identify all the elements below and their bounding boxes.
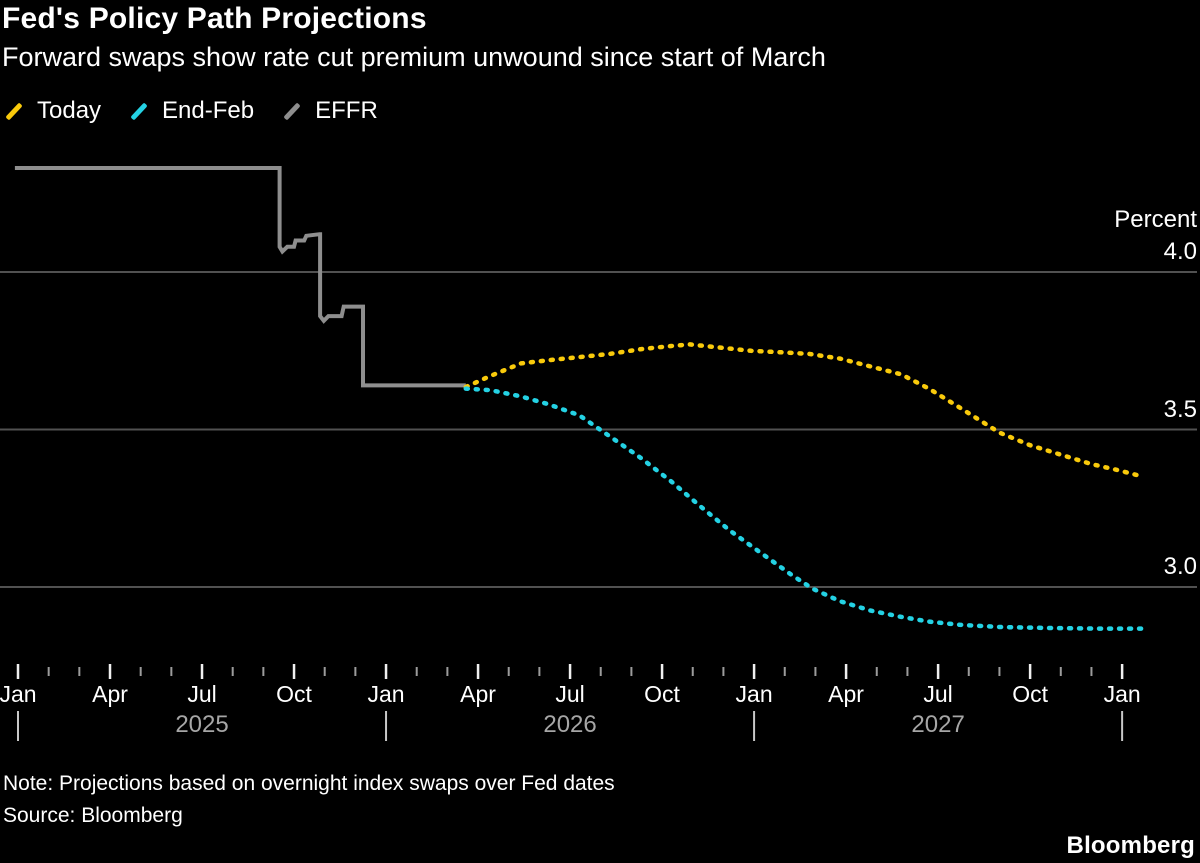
x-axis-month-label: Jul <box>187 681 217 707</box>
x-axis-month-label: Jan <box>367 681 405 707</box>
y-axis-tick-label: 3.0 <box>1163 553 1197 580</box>
x-axis-month-label: Oct <box>1012 681 1048 707</box>
x-axis-month-label: Apr <box>460 681 496 707</box>
chart-title: Fed's Policy Path Projections <box>2 2 427 35</box>
x-axis-month-label: Jul <box>555 681 585 707</box>
x-axis-year-label: 2027 <box>911 711 965 738</box>
series-line-effr <box>14 166 466 388</box>
legend-item-effr: EFFR <box>282 96 378 126</box>
x-axis-year-label: 2026 <box>543 711 597 738</box>
legend-label-end-feb: End-Feb <box>162 97 255 124</box>
x-axis-month-label: Apr <box>828 681 864 707</box>
series-line-today <box>463 342 1146 480</box>
bloomberg-logo: Bloomberg <box>1066 832 1195 859</box>
x-axis-month-label: Jan <box>1103 681 1141 707</box>
x-axis-month-label: Oct <box>276 681 312 707</box>
legend-item-end-feb: End-Feb <box>129 96 254 126</box>
legend: Today End-Feb EFFR <box>4 96 378 126</box>
x-axis-month-label: Apr <box>92 681 128 707</box>
source-line: Source: Bloomberg <box>3 804 183 827</box>
chart-subtitle: Forward swaps show rate cut premium unwo… <box>2 42 826 72</box>
x-axis-month-label: Jan <box>735 681 773 707</box>
y-axis-unit-label: Percent <box>1114 206 1197 233</box>
legend-label-today: Today <box>37 97 102 124</box>
footnotes: Note: Projections based on overnight ind… <box>3 768 615 832</box>
y-axis-tick-label: 3.5 <box>1163 395 1197 423</box>
note-line: Note: Projections based on overnight ind… <box>3 772 615 795</box>
y-axis-tick-label: 4.0 <box>1163 238 1197 265</box>
series-line-end-feb <box>463 386 1146 631</box>
x-axis-month-label: Jan <box>0 681 37 707</box>
legend-item-today: Today <box>4 96 101 126</box>
x-axis-month-label: Oct <box>644 681 680 707</box>
x-axis-month-label: Jul <box>923 681 953 707</box>
x-axis-year-label: 2025 <box>175 711 229 738</box>
legend-label-effr: EFFR <box>315 97 378 124</box>
